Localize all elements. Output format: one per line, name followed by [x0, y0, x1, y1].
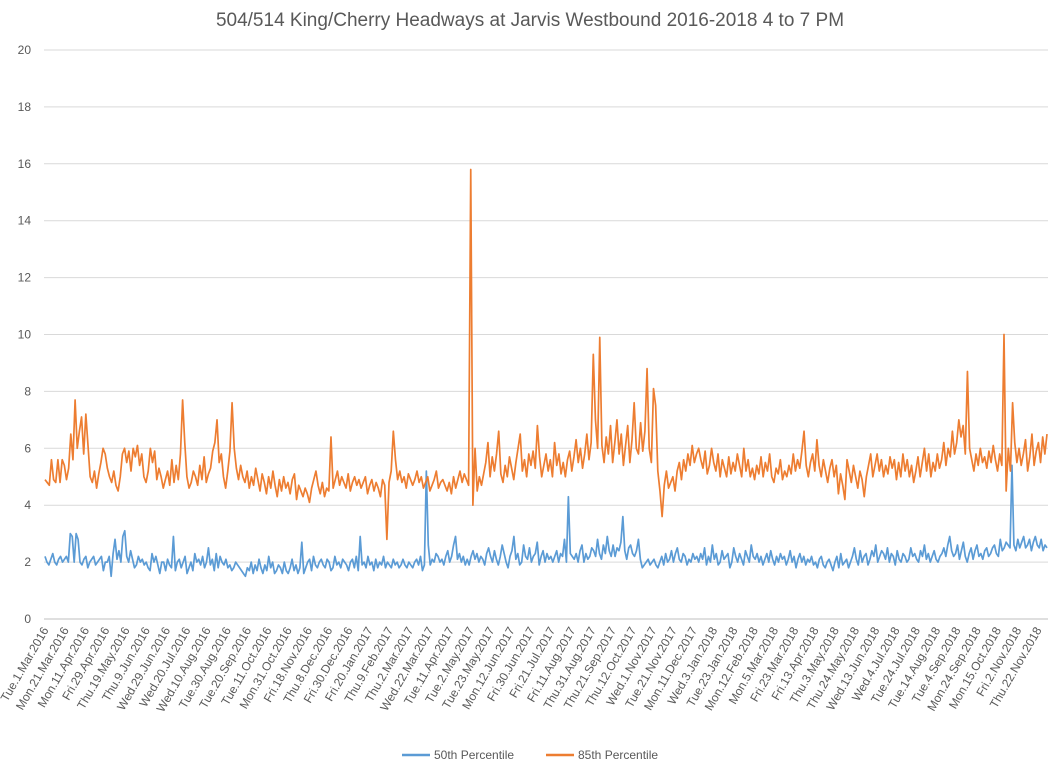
- y-tick-label: 14: [18, 214, 32, 228]
- y-tick-label: 20: [18, 43, 32, 57]
- legend-label-50th: 50th Percentile: [434, 748, 514, 762]
- series-line-85th-percentile: [44, 168, 1048, 541]
- y-tick-label: 6: [24, 441, 31, 455]
- y-tick-label: 18: [18, 100, 32, 114]
- chart-title: 504/514 King/Cherry Headways at Jarvis W…: [216, 10, 844, 31]
- series-line-50th-percentile: [44, 464, 1048, 578]
- gridlines: [44, 49, 1048, 620]
- y-axis-ticks: 0 2 4 6 8 10 12 14 16 18 20: [18, 43, 32, 626]
- y-tick-label: 0: [24, 612, 31, 626]
- y-tick-label: 8: [24, 384, 31, 398]
- y-tick-label: 12: [18, 271, 32, 285]
- y-tick-label: 2: [24, 555, 31, 569]
- y-tick-label: 10: [18, 328, 32, 342]
- x-axis-ticks: Tue.1.Mar.2016Mon.21.Mar.2016Mon.11.Apr.…: [0, 624, 1045, 714]
- legend: 50th Percentile 85th Percentile: [402, 748, 658, 762]
- series-lines: [44, 168, 1048, 578]
- y-tick-label: 4: [24, 498, 31, 512]
- y-tick-label: 16: [18, 157, 32, 171]
- legend-label-85th: 85th Percentile: [578, 748, 658, 762]
